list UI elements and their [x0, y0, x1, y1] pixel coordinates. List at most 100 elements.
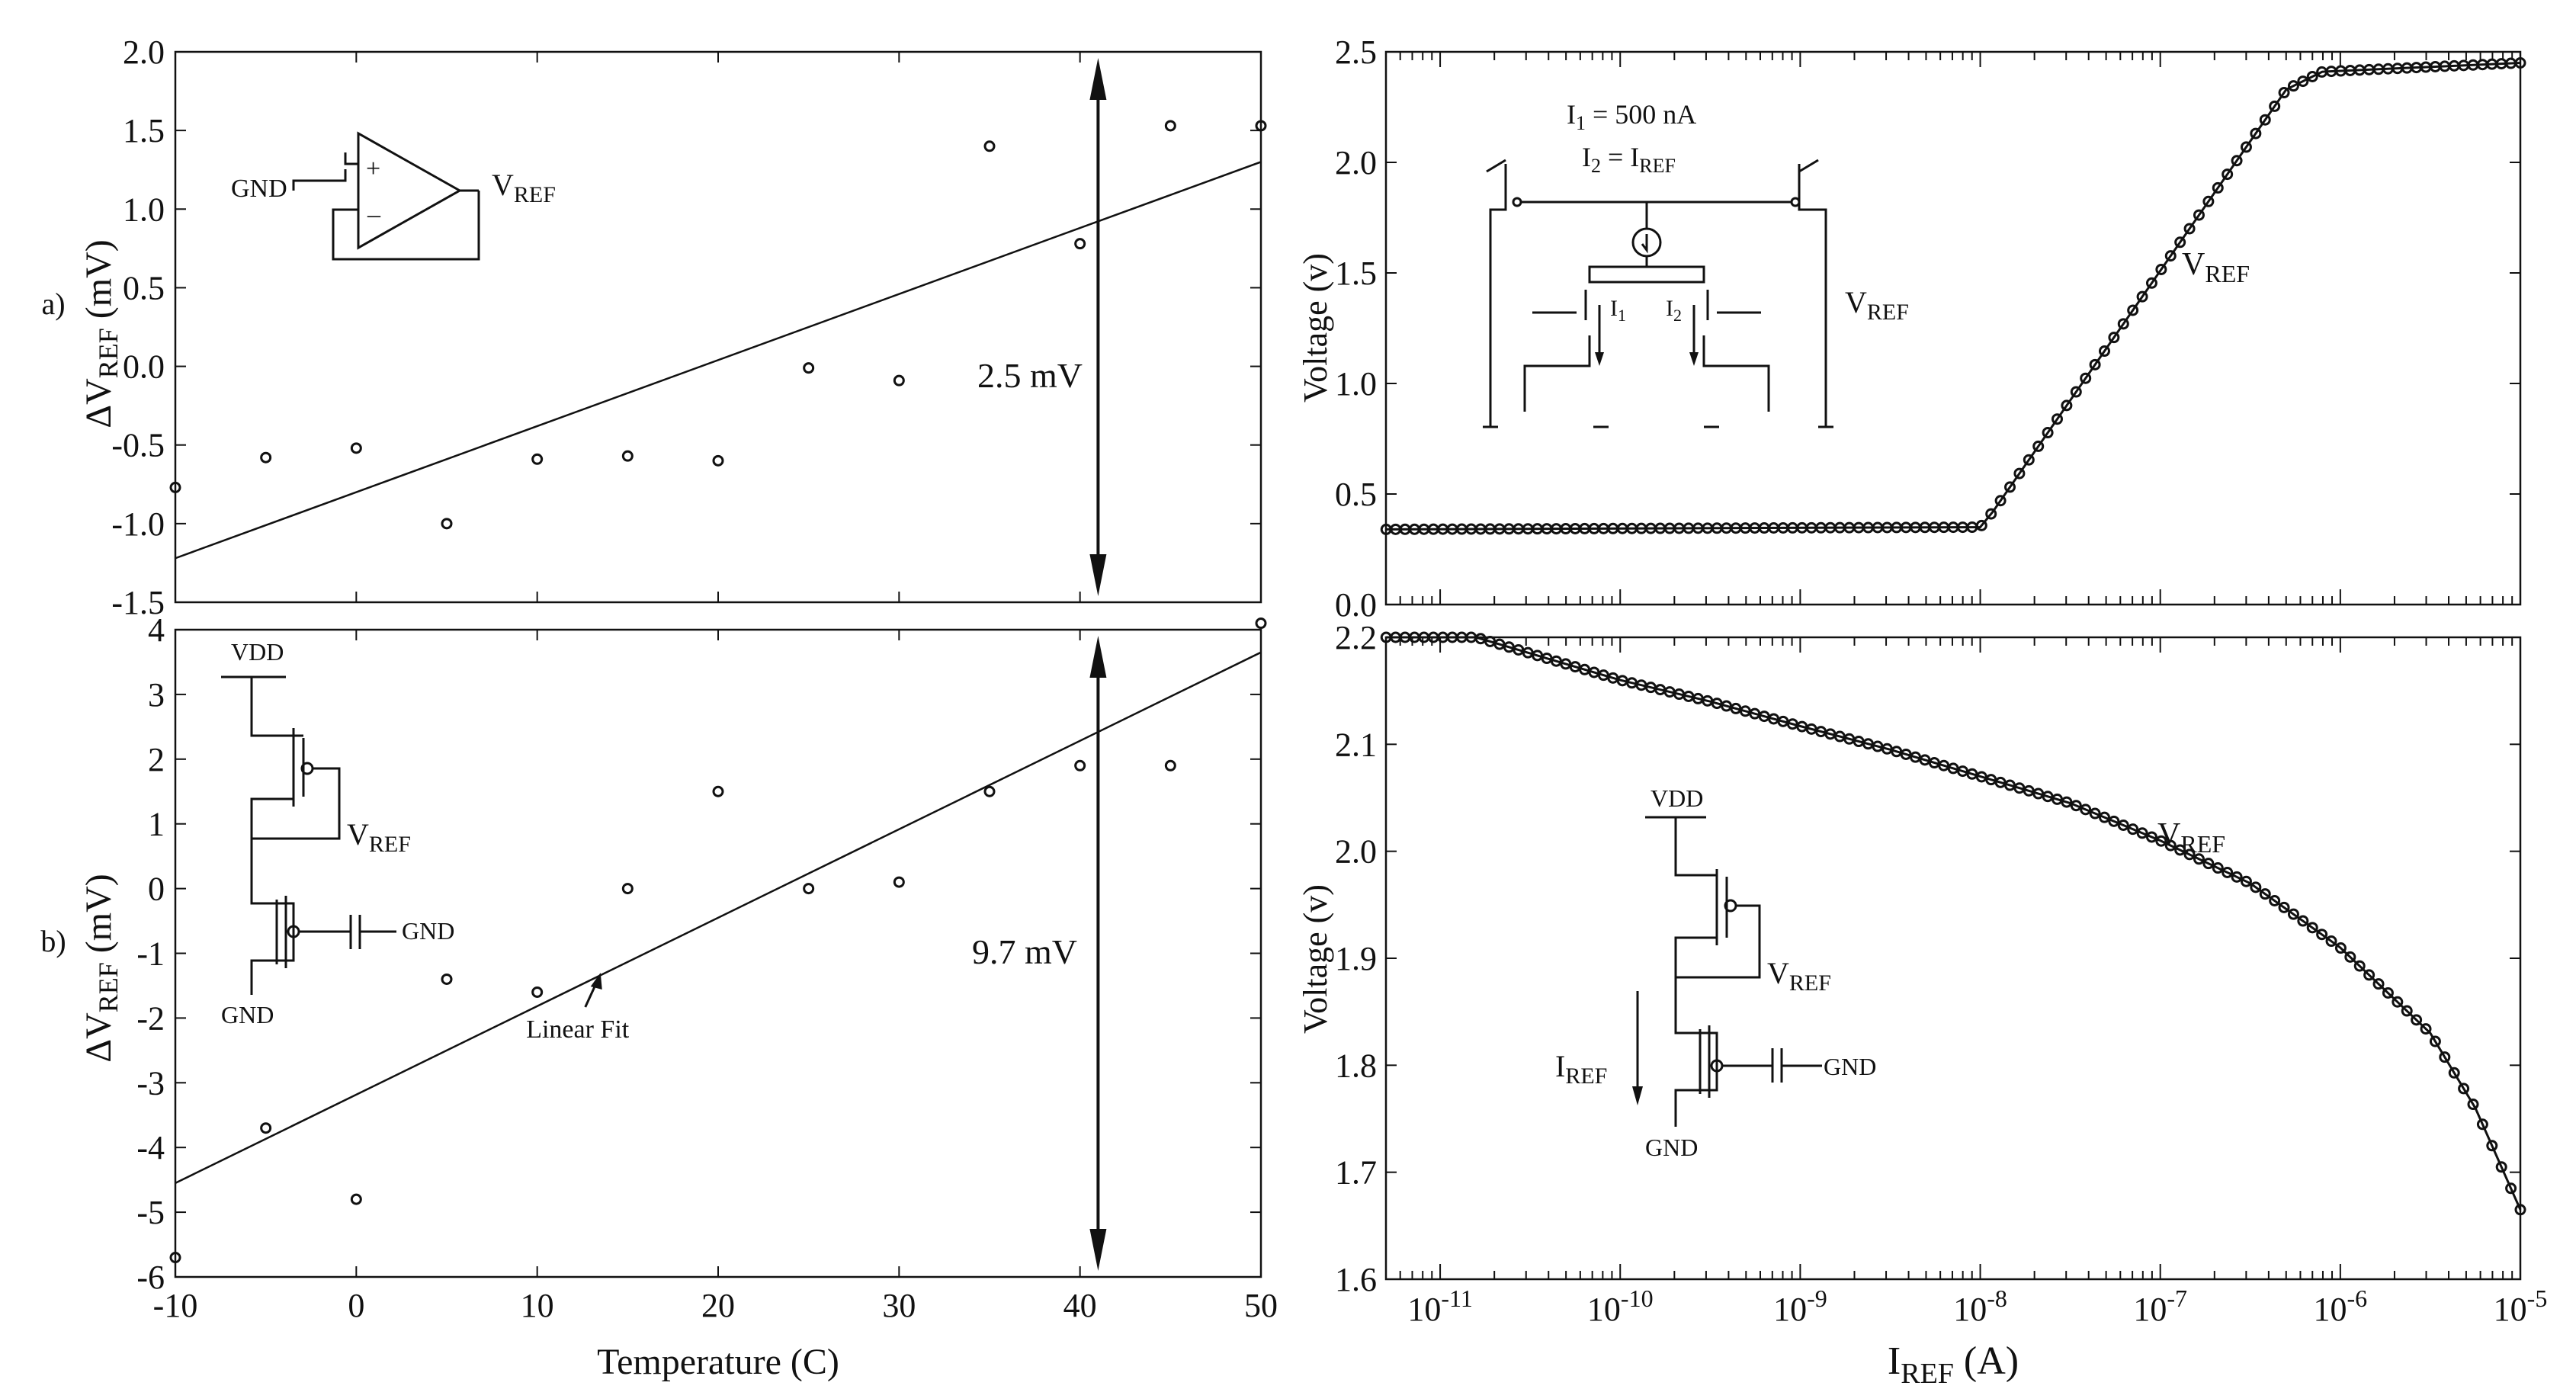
panel-b-y-axis-label: ΔVREF (mV): [79, 874, 124, 1063]
data-point: [1074, 238, 1086, 250]
data-point: [712, 785, 724, 797]
left-pmos-bubble: [1512, 197, 1522, 207]
panel-b-range-arrow: [1089, 636, 1107, 1271]
y-tick-label: 3: [148, 676, 165, 714]
sweep-point: [2164, 839, 2177, 852]
y-tick-label: 2.5: [1335, 34, 1377, 71]
inset-c-i1-text: I1 = 500 nA: [1567, 99, 1696, 134]
sweep-point: [2174, 236, 2186, 249]
sweep-point: [2061, 796, 2073, 808]
y-tick-label: 0.5: [123, 269, 165, 306]
sweep-line: [1386, 62, 2521, 531]
y-tick-label: 1.0: [1335, 365, 1377, 403]
panel-b-span-label: 9.7 mV: [972, 932, 1077, 971]
data-point: [1255, 120, 1267, 132]
y-tick-label: 2.1: [1335, 726, 1377, 763]
data-point: [893, 374, 905, 387]
data-point: [1164, 120, 1176, 132]
data-point: [803, 362, 815, 374]
panel-a-y-axis-label: ΔVREF (mV): [79, 239, 124, 428]
data-point: [531, 453, 544, 465]
sweep-point: [2448, 1067, 2460, 1079]
data-point: [621, 450, 634, 462]
top-transistor-feedback-d: [1676, 904, 1761, 979]
panel-c-y-ticks: 0.0 0.5 1.0 1.5 2.0 2.5: [1335, 34, 2520, 624]
y-tick-label: 2.0: [1335, 833, 1377, 871]
sweep-point: [2070, 386, 2082, 398]
sweep-point: [2089, 807, 2101, 820]
x-tick-label: 10-7: [2133, 1285, 2187, 1328]
data-point: [350, 442, 362, 454]
y-tick-label: 2.0: [123, 34, 165, 71]
y-tick-label: 2.2: [1335, 619, 1377, 656]
y-tick-label: 0.5: [1335, 476, 1377, 513]
data-point: [803, 883, 815, 895]
sweep-point: [2183, 223, 2196, 235]
y-tick-label: -1: [136, 935, 165, 973]
x-tick-label: 10-11: [1407, 1285, 1472, 1328]
opamp-inset-diagram: + – GND VREF: [231, 131, 556, 261]
panel-d-y-ticks: 1.6 1.7 1.8 1.9 2.0 2.1 2.2: [1335, 619, 2520, 1298]
sweep-point: [2070, 800, 2082, 812]
y-tick-label: 0.0: [123, 348, 165, 386]
sweep-point: [2353, 960, 2366, 972]
inset-b-gnd-bottom-label: GND: [221, 1001, 274, 1028]
sweep-point: [2458, 1083, 2470, 1095]
sweep-point: [2467, 1099, 2479, 1111]
panel-a-temperature-drift-opamp: -1.5 -1.0 -0.5 0.0 0.5 1.0 1.5 2.0 a) ΔVREF (mV…: [41, 34, 1267, 621]
sweep-point: [2411, 1014, 2423, 1026]
y-tick-label: -1.0: [111, 505, 165, 543]
sweep-point: [2344, 951, 2356, 963]
data-point: [983, 785, 996, 797]
sweep-point: [2013, 467, 2026, 480]
linear-fit-line: [175, 161, 1262, 560]
x-tick-label: -10: [153, 1287, 198, 1324]
sweep-point: [2155, 263, 2167, 275]
x-tick-label: 40: [1063, 1287, 1097, 1324]
data-point: [1255, 618, 1267, 630]
sweep-point: [2316, 929, 2328, 941]
sweep-point: [2164, 250, 2177, 262]
sweep-point: [2486, 1140, 2498, 1152]
panel-c-plot-frame: [1384, 50, 2522, 606]
inset-c-i2-text: I2 = IREF: [1582, 142, 1676, 177]
sweep-point: [2222, 168, 2234, 181]
sweep-point: [2193, 853, 2205, 865]
annotation-arrow-head: [590, 972, 602, 990]
sweep-point: [2145, 277, 2157, 289]
sweep-point: [2127, 304, 2139, 316]
sweep-point: [2429, 1035, 2441, 1047]
sweep-point: [2495, 1161, 2507, 1173]
sweep-point: [2250, 881, 2262, 893]
panel-a-x-ticks: [175, 52, 1262, 602]
top-transistor-feedback: [252, 767, 341, 840]
sweep-point: [1975, 519, 1987, 531]
inset-b-gnd-right-label: GND: [402, 917, 454, 945]
sweep-point: [2183, 848, 2196, 861]
x-tick-label: 10-8: [1953, 1285, 2007, 1328]
sweep-point: [2240, 141, 2252, 153]
inset-c-arrow-i1-label: I1: [1610, 296, 1626, 325]
panel-d-sweep-curve: [1380, 631, 2526, 1216]
right-branch-wire: [1798, 164, 1827, 427]
inset-c-vref-label: VREF: [1845, 285, 1909, 325]
panel-d-vref-vs-iref-two-transistor: 1.6 1.7 1.8 1.9 2.0 2.1 2.2 10-11 10-10 10-9 10-8…: [1297, 619, 2547, 1389]
sweep-point: [2514, 1204, 2526, 1216]
panel-c-x-ticks: [1385, 52, 2521, 605]
panel-a-range-arrow: [1089, 58, 1107, 596]
range-arrow-head-top: [1089, 636, 1107, 678]
panel-c-sweep-curve: [1380, 57, 2526, 535]
y-tick-label: 1.5: [123, 112, 165, 149]
y-tick-label: 0.0: [1335, 586, 1377, 624]
transistor-inset-diagram-d: VDD GND GND VREF IREF: [1555, 784, 1876, 1161]
y-tick-label: 2.0: [1335, 144, 1377, 181]
x-tick-label: 20: [701, 1287, 735, 1324]
panel-b-y-ticks: -6 -5 -4 -3 -2 -1 0 1 2 3 4: [136, 611, 1261, 1296]
opamp-input-gate: [344, 152, 358, 165]
range-arrow-head-bottom: [1089, 1229, 1107, 1271]
sweep-point: [2222, 866, 2234, 878]
sweep-point: [2259, 888, 2271, 900]
left-mirror-wire: [1523, 335, 1591, 412]
x-tick-label: 10-9: [1773, 1285, 1827, 1328]
